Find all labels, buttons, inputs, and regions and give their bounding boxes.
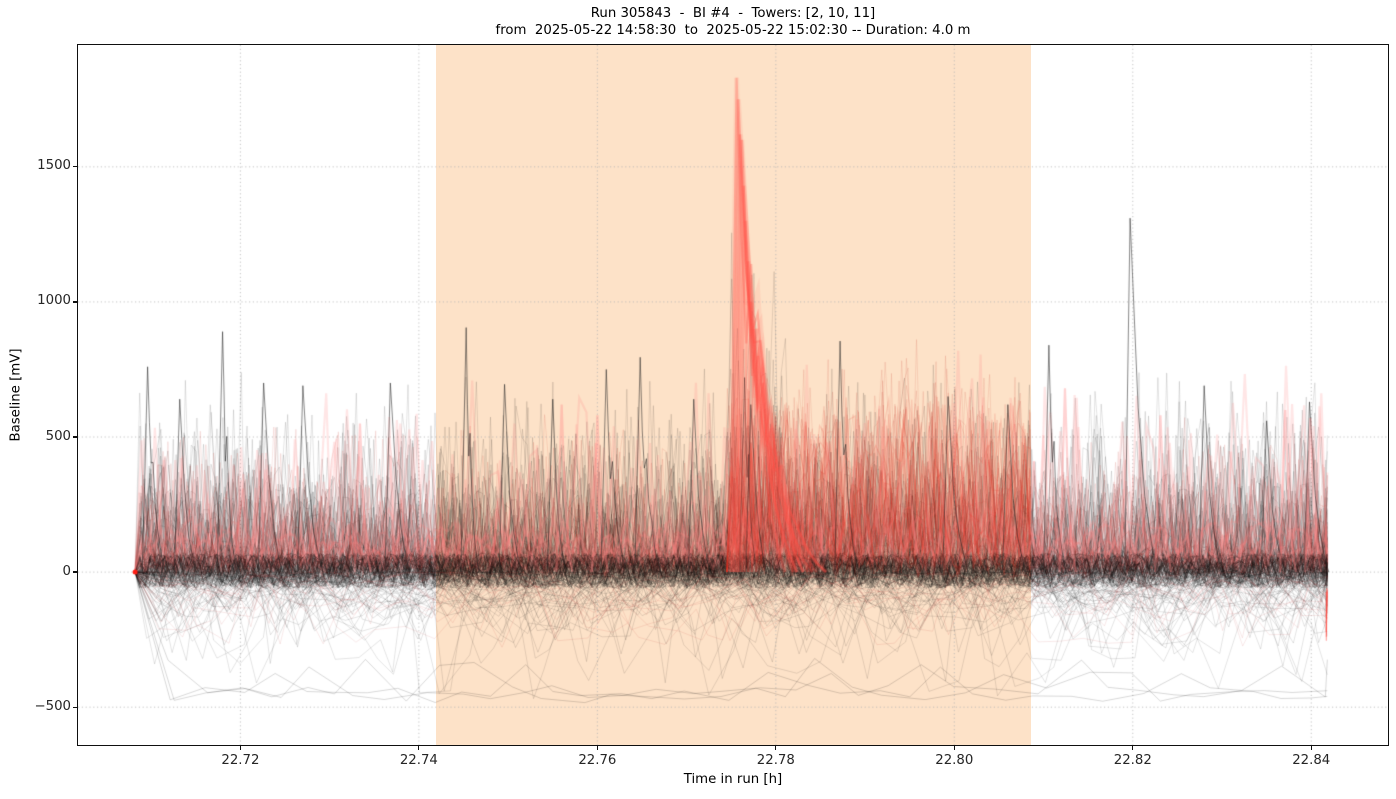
x-tick-label: 22.84 xyxy=(1292,753,1331,768)
x-tick-label: 22.76 xyxy=(578,753,617,768)
x-tick-label: 22.72 xyxy=(221,753,260,768)
y-tick-label: 500 xyxy=(45,428,71,444)
x-axis-label: Time in run [h] xyxy=(683,772,783,787)
y-tick-mark xyxy=(73,301,77,303)
y-tick-mark xyxy=(73,571,77,573)
y-tick-mark xyxy=(73,166,77,168)
x-tick-label: 22.74 xyxy=(399,753,438,768)
x-tick-label: 22.80 xyxy=(935,753,974,768)
y-tick-mark xyxy=(73,436,77,438)
x-tick-mark xyxy=(1132,746,1134,750)
x-tick-label: 22.78 xyxy=(756,753,795,768)
y-tick-label: 0 xyxy=(62,563,71,579)
y-tick-label: 1000 xyxy=(37,293,71,309)
x-tick-mark xyxy=(596,746,598,750)
y-tick-label: −500 xyxy=(34,698,71,714)
plot-canvas xyxy=(78,45,1388,745)
x-tick-mark xyxy=(239,746,241,750)
x-tick-mark xyxy=(1310,746,1312,750)
x-tick-label: 22.82 xyxy=(1113,753,1152,768)
chart-title-line1: Run 305843 - BI #4 - Towers: [2, 10, 11] xyxy=(590,6,876,21)
chart-title-line2: from 2025-05-22 14:58:30 to 2025-05-22 1… xyxy=(495,23,971,38)
x-tick-mark xyxy=(775,746,777,750)
x-tick-mark xyxy=(418,746,420,750)
x-tick-mark xyxy=(953,746,955,750)
y-tick-mark xyxy=(73,706,77,708)
y-tick-label: 1500 xyxy=(37,158,71,174)
plot-area xyxy=(78,45,1388,745)
